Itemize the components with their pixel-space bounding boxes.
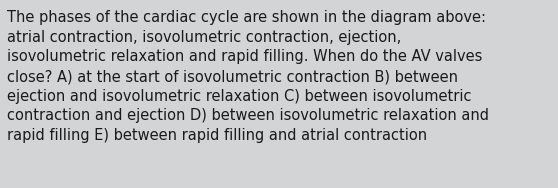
Text: The phases of the cardiac cycle are shown in the diagram above:
atrial contracti: The phases of the cardiac cycle are show… <box>7 10 489 143</box>
